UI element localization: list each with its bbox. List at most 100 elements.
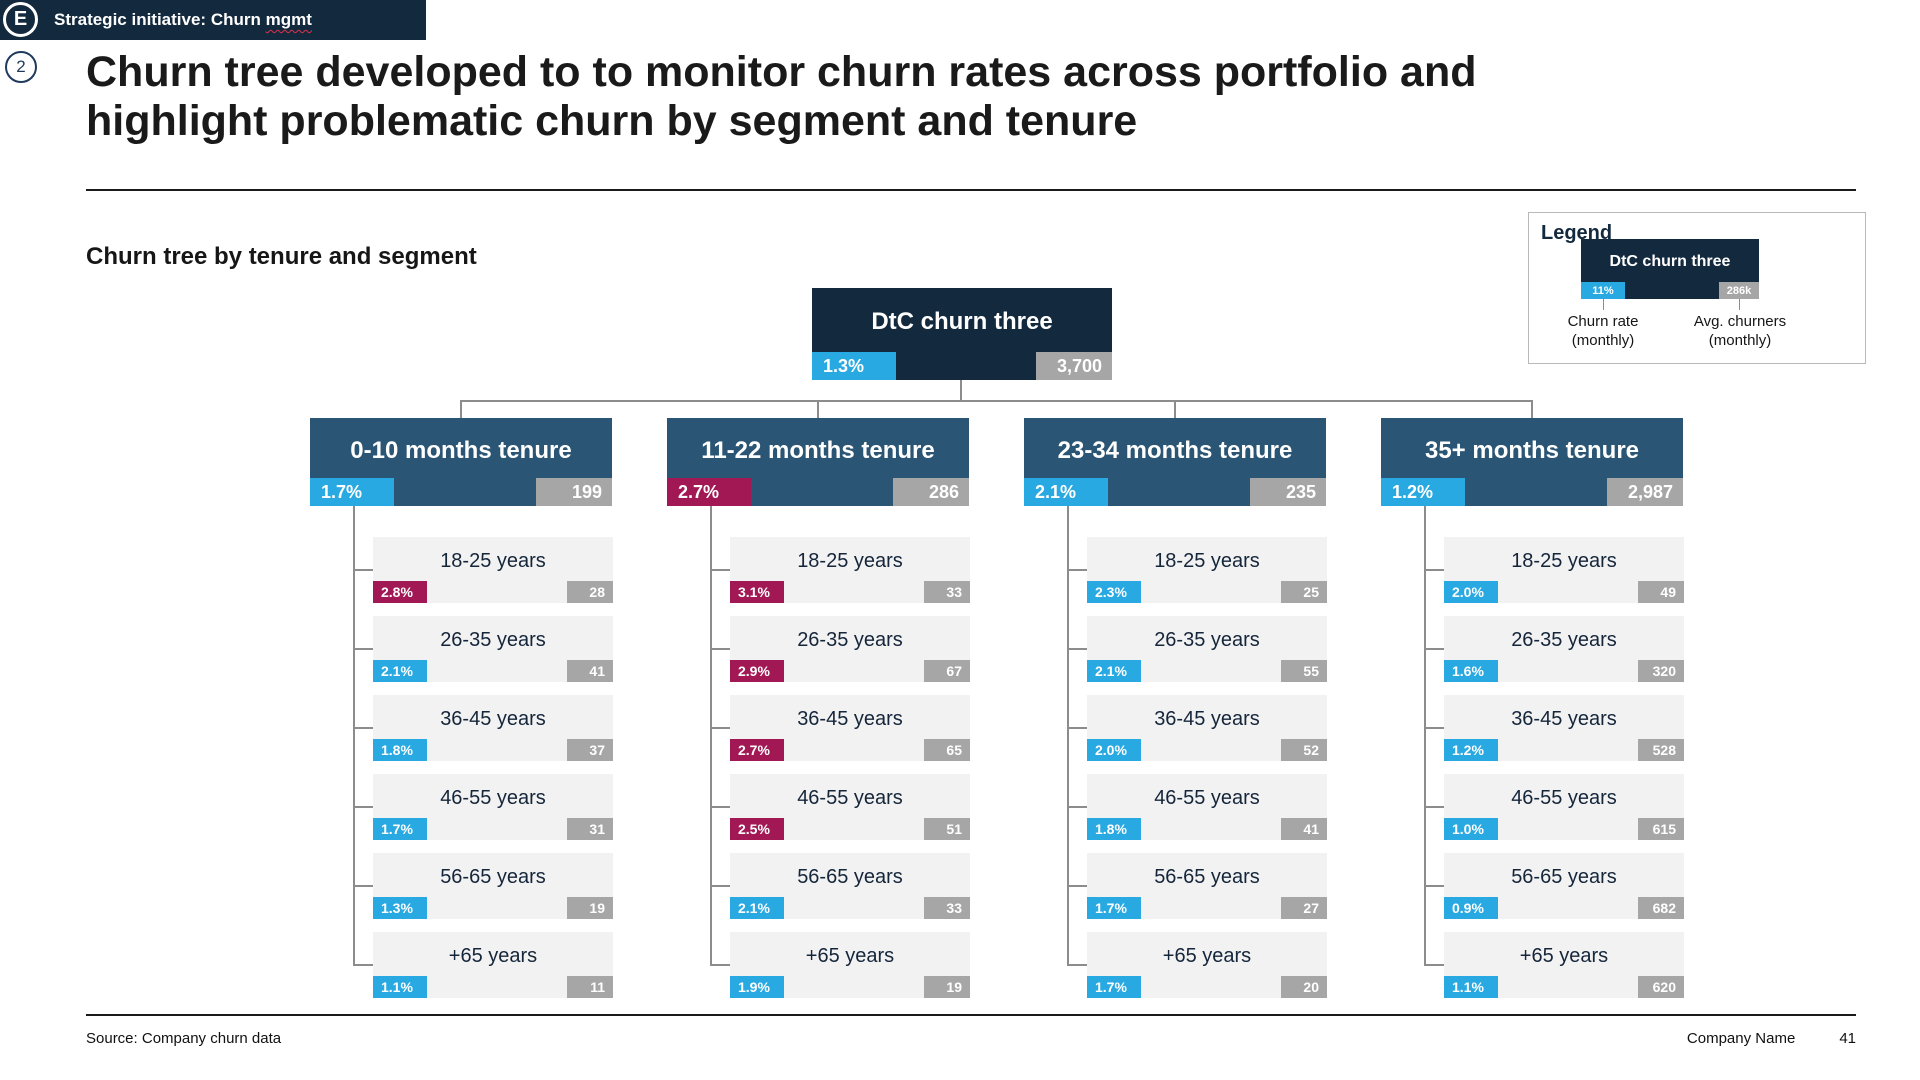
segment-churn-rate-tag: 2.8% <box>373 581 427 603</box>
segment-churn-rate-tag: 1.7% <box>1087 976 1141 998</box>
connector-stub <box>1531 400 1533 418</box>
segment-churn-rate-tag: 1.0% <box>1444 818 1498 840</box>
segment-leaf-node: 26-35 years 1.6% 320 <box>1424 616 1684 682</box>
connector-spine <box>1424 506 1426 966</box>
segment-churners-count-tag: 33 <box>924 897 970 919</box>
legend-sample-node-label: DtC churn three <box>1609 253 1731 270</box>
initiative-badge-label-main: Strategic initiative: Churn <box>54 10 266 29</box>
segment-leaf-node: 36-45 years 2.7% 65 <box>710 695 970 761</box>
connector-rail <box>460 400 1533 402</box>
segment-leaf-node: 36-45 years 2.0% 52 <box>1067 695 1327 761</box>
tenure-column-11-22-months: 11-22 months tenure 2.7% 286 18-25 years… <box>667 418 970 1018</box>
segment-churners-count-tag: 615 <box>1638 818 1684 840</box>
segment-churn-rate-tag: 0.9% <box>1444 897 1498 919</box>
segment-churn-rate-tag: 2.9% <box>730 660 784 682</box>
segment-leaf-node: 26-35 years 2.9% 67 <box>710 616 970 682</box>
connector-spine <box>710 506 712 966</box>
segment-churners-count-tag: 11 <box>567 976 613 998</box>
segment-leaf-node: 18-25 years 2.8% 28 <box>353 537 613 603</box>
root-churners-count-tag: 3,700 <box>1036 352 1112 380</box>
segment-leaf-label: 36-45 years <box>1154 707 1260 730</box>
slide-marker-bubble: 2 <box>5 51 37 83</box>
segment-leaf-node: 56-65 years 1.3% 19 <box>353 853 613 919</box>
legend-churners-tag: 286k <box>1719 282 1759 299</box>
segment-leaf-label: 46-55 years <box>797 786 903 809</box>
segment-churners-count-tag: 528 <box>1638 739 1684 761</box>
segment-churners-count-tag: 37 <box>567 739 613 761</box>
segment-churners-count-tag: 28 <box>567 581 613 603</box>
segment-churners-count-tag: 25 <box>1281 581 1327 603</box>
segment-churn-rate-tag: 1.1% <box>373 976 427 998</box>
segment-churn-rate-tag: 1.6% <box>1444 660 1498 682</box>
segment-leaf-label: 26-35 years <box>797 628 903 651</box>
segment-leaf-label: 18-25 years <box>1154 549 1260 572</box>
connector-spine <box>353 506 355 966</box>
segment-leaf-label: 46-55 years <box>440 786 546 809</box>
segment-churn-rate-tag: 1.7% <box>1087 897 1141 919</box>
segment-churn-rate-tag: 1.8% <box>1087 818 1141 840</box>
segment-leaves: 18-25 years 3.1% 33 26-35 years 2.9% 67 36-45 … <box>710 537 970 1011</box>
segment-leaves: 18-25 years 2.3% 25 26-35 years 2.1% 55 36-45 … <box>1067 537 1327 1011</box>
section-heading: Churn tree by tenure and segment <box>86 243 477 270</box>
legend-churn-rate-tag: 11% <box>1581 282 1625 299</box>
segment-churners-count-tag: 33 <box>924 581 970 603</box>
segment-churners-count-tag: 49 <box>1638 581 1684 603</box>
root-node: DtC churn three 1.3% 3,700 <box>812 288 1112 380</box>
tenure-node-label: 23-34 months tenure <box>1057 437 1293 464</box>
legend-sample-node: DtC churn three 11% 286k <box>1581 239 1759 299</box>
segment-churn-rate-tag: 2.7% <box>730 739 784 761</box>
segment-leaf-label: 36-45 years <box>440 707 546 730</box>
legend-title: Legend <box>1541 222 1613 244</box>
legend-box: Legend DtC churn three 11% 286k Churn ra… <box>1528 212 1866 364</box>
segment-leaf-label: 36-45 years <box>797 707 903 730</box>
title-divider <box>86 189 1856 191</box>
legend-churn-rate-caption: Churn rate (monthly) <box>1567 313 1639 349</box>
segment-leaf-node: +65 years 1.1% 620 <box>1424 932 1684 998</box>
segment-leaf-node: +65 years 1.7% 20 <box>1067 932 1327 998</box>
segment-churn-rate-tag: 2.1% <box>730 897 784 919</box>
segment-leaves: 18-25 years 2.0% 49 26-35 years 1.6% 320 36-45… <box>1424 537 1684 1011</box>
tenure-node-label: 35+ months tenure <box>1424 437 1640 464</box>
segment-leaf-label: 56-65 years <box>797 865 903 888</box>
tenure-churners-count-tag: 199 <box>536 478 612 506</box>
segment-churn-rate-tag: 1.9% <box>730 976 784 998</box>
segment-leaf-node: 26-35 years 2.1% 41 <box>353 616 613 682</box>
segment-leaf-node: 56-65 years 0.9% 682 <box>1424 853 1684 919</box>
tenure-node: 11-22 months tenure 2.7% 286 <box>667 418 969 506</box>
segment-churners-count-tag: 51 <box>924 818 970 840</box>
tenure-node-label: 0-10 months tenure <box>350 437 572 464</box>
segment-churners-count-tag: 41 <box>1281 818 1327 840</box>
tenure-node-label: 11-22 months tenure <box>701 437 935 464</box>
tenure-node: 35+ months tenure 1.2% 2,987 <box>1381 418 1683 506</box>
segment-churn-rate-tag: 2.0% <box>1087 739 1141 761</box>
segment-leaf-label: 46-55 years <box>1154 786 1260 809</box>
connector-stub <box>1174 400 1176 418</box>
initiative-badge-label: Strategic initiative: Churn mgmt <box>54 10 312 30</box>
segment-churners-count-tag: 55 <box>1281 660 1327 682</box>
initiative-badge: E Strategic initiative: Churn mgmt <box>0 0 426 40</box>
initiative-letter-icon: E <box>3 2 38 37</box>
segment-churn-rate-tag: 1.8% <box>373 739 427 761</box>
tenure-churn-rate-tag: 1.2% <box>1381 478 1465 506</box>
legend-churners-caption: Avg. churners (monthly) <box>1693 313 1787 349</box>
root-churn-rate-tag: 1.3% <box>812 352 896 380</box>
tenure-churners-count-tag: 2,987 <box>1607 478 1683 506</box>
segment-leaf-label: 26-35 years <box>1511 628 1617 651</box>
segment-churn-rate-tag: 2.0% <box>1444 581 1498 603</box>
segment-leaves: 18-25 years 2.8% 28 26-35 years 2.1% 41 36-45 … <box>353 537 613 1011</box>
segment-churners-count-tag: 31 <box>567 818 613 840</box>
segment-leaf-label: +65 years <box>1519 944 1609 967</box>
segment-churn-rate-tag: 2.5% <box>730 818 784 840</box>
segment-leaf-node: 18-25 years 2.0% 49 <box>1424 537 1684 603</box>
connector-stub <box>460 400 462 418</box>
segment-leaf-node: 18-25 years 2.3% 25 <box>1067 537 1327 603</box>
segment-churn-rate-tag: 1.7% <box>373 818 427 840</box>
segment-churners-count-tag: 27 <box>1281 897 1327 919</box>
legend-tick-line <box>1603 299 1604 310</box>
segment-leaf-label: 56-65 years <box>440 865 546 888</box>
segment-leaf-node: 36-45 years 1.2% 528 <box>1424 695 1684 761</box>
segment-churners-count-tag: 620 <box>1638 976 1684 998</box>
segment-leaf-label: 18-25 years <box>1511 549 1617 572</box>
footer-company-name: Company Name <box>1686 1030 1796 1047</box>
